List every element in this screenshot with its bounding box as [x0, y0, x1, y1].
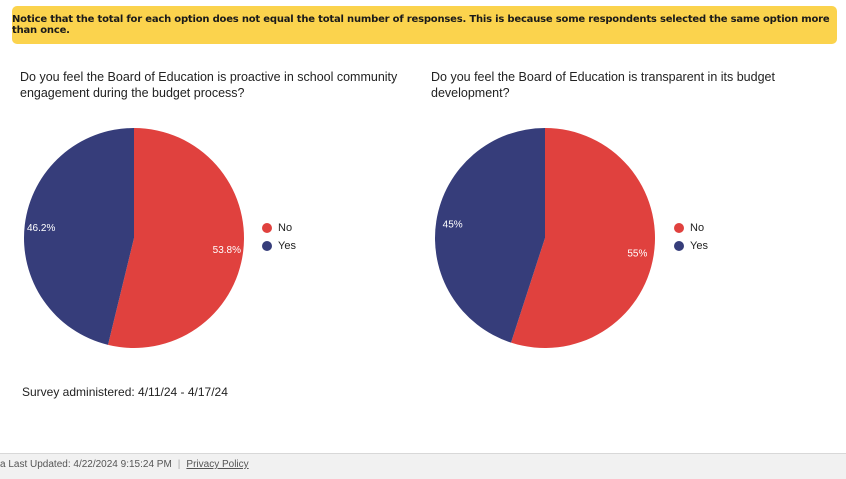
legend-dot-yes [674, 241, 684, 251]
pie-slice-yes[interactable] [24, 128, 135, 345]
chart2-title: Do you feel the Board of Education is tr… [431, 70, 775, 100]
legend-label-no: No [278, 222, 293, 234]
pie-label-no: 53.8% [213, 245, 241, 256]
chart1-title: Do you feel the Board of Education is pr… [20, 70, 398, 100]
legend-dot-no [674, 223, 684, 233]
legend-label-yes: Yes [690, 240, 708, 252]
pie-label-yes: 46.2% [27, 223, 55, 234]
last-updated-text: a Last Updated: 4/22/2024 9:15:24 PM [0, 459, 172, 470]
pie-slice-no[interactable] [107, 128, 245, 348]
legend-item-no[interactable]: No [674, 219, 708, 237]
legend-item-yes[interactable]: Yes [674, 237, 708, 255]
legend-label-yes: Yes [278, 240, 296, 252]
legend-dot-yes [262, 241, 272, 251]
notice-banner: Notice that the total for each option do… [12, 6, 837, 44]
legend-item-yes[interactable]: Yes [262, 237, 296, 255]
pie-chart-1: 53.8% 46.2% [24, 128, 245, 348]
footer-bar: a Last Updated: 4/22/2024 9:15:24 PM | Pri… [0, 453, 846, 479]
footer-separator: | [177, 459, 181, 470]
notice-text: Notice that the total for each option do… [12, 14, 830, 36]
privacy-policy-link[interactable]: Privacy Policy [186, 459, 249, 470]
chart1-legend: No Yes [262, 219, 296, 255]
legend-item-no[interactable]: No [262, 219, 296, 237]
footer-content: a Last Updated: 4/22/2024 9:15:24 PM | Pri… [0, 459, 249, 470]
pie-label-no: 55% [627, 249, 647, 260]
pie-slice-yes[interactable] [435, 128, 545, 343]
pie-slice-no[interactable] [511, 128, 656, 348]
survey-dates: Survey administered: 4/11/24 - 4/17/24 [22, 385, 228, 399]
pie-chart-2: 55% 45% [435, 128, 656, 348]
legend-label-no: No [690, 222, 705, 234]
pie-label-yes: 45% [443, 219, 463, 230]
chart2-legend: No Yes [674, 219, 708, 255]
legend-dot-no [262, 223, 272, 233]
